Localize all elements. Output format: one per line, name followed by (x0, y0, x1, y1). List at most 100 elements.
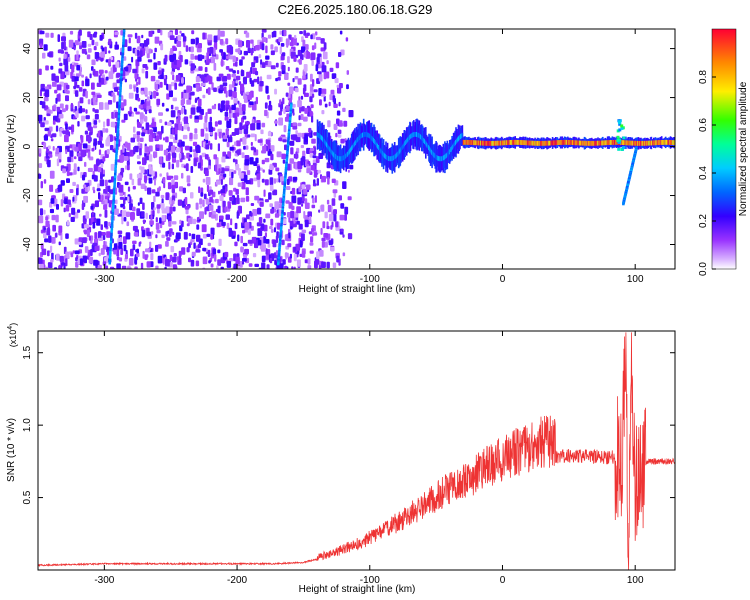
heatmap-cell (132, 206, 136, 212)
heatmap-cell (125, 232, 131, 240)
heatmap-cell (39, 43, 43, 49)
heatmap-cell (240, 70, 245, 77)
heatmap-cell (114, 172, 117, 176)
heatmap-cell (120, 73, 123, 77)
heatmap-cell (128, 92, 134, 99)
heatmap-cell (60, 180, 65, 186)
heatmap-cell (144, 157, 147, 164)
heatmap-cell (219, 175, 222, 180)
heatmap-cell (148, 48, 152, 54)
heatmap-cell (251, 43, 255, 48)
heatmap-cell (495, 140, 497, 146)
heatmap-cell (52, 81, 57, 87)
heatmap-cell (186, 152, 191, 159)
x-tick-label: 0 (500, 575, 506, 586)
heatmap-cell (300, 145, 304, 149)
heatmap-cell (204, 67, 208, 73)
heatmap-cell (108, 71, 114, 80)
heatmap-cell (153, 62, 158, 70)
heatmap-cell (217, 143, 220, 152)
heatmap-cell (96, 188, 101, 192)
heatmap-cell (277, 258, 280, 262)
heatmap-cell (200, 128, 205, 137)
heatmap-cell (225, 66, 230, 70)
heatmap-cell (312, 183, 317, 187)
heatmap-cell (71, 124, 75, 133)
heatmap-cell (108, 258, 112, 262)
heatmap-cell (654, 140, 657, 146)
heatmap-cell (224, 168, 230, 172)
heatmap-cell (134, 266, 138, 269)
heatmap-cell (310, 34, 313, 40)
heatmap-cell (100, 248, 105, 255)
heatmap-cell (257, 207, 262, 215)
heatmap-cell (328, 101, 331, 107)
heatmap-cell (184, 145, 190, 151)
heatmap-cell (240, 235, 243, 244)
heatmap-cell (240, 83, 245, 91)
heatmap-cell (201, 224, 207, 233)
heatmap-cell (117, 159, 121, 163)
heatmap-cell (202, 234, 207, 239)
heatmap-cell (131, 56, 134, 63)
heatmap-cell (274, 120, 278, 124)
heatmap-cell (620, 126, 624, 130)
y-tick-label: 40 (22, 43, 33, 55)
heatmap-cell (280, 219, 284, 223)
heatmap-cell (181, 98, 185, 105)
heatmap-cell (210, 263, 214, 268)
heatmap-cell (82, 237, 87, 244)
heatmap-cell (75, 90, 79, 97)
heatmap-cell (168, 220, 172, 227)
heatmap-cell (140, 166, 145, 174)
heatmap-cell (254, 147, 256, 153)
heatmap-cell (286, 145, 290, 149)
heatmap-cell (233, 62, 236, 67)
heatmap-cell (154, 47, 157, 53)
heatmap-cell (175, 36, 178, 41)
heatmap-cell (346, 84, 349, 90)
heatmap-cell (163, 182, 166, 189)
heatmap-cell (98, 252, 101, 257)
heatmap-cell (198, 86, 202, 92)
heatmap-cell (198, 186, 201, 194)
heatmap-cell (126, 221, 130, 227)
heatmap-cell (171, 163, 174, 170)
heatmap-cell (283, 185, 286, 189)
heatmap-cell (312, 155, 317, 159)
heatmap-cell (81, 135, 84, 143)
heatmap-cell (152, 210, 155, 217)
heatmap-cell (108, 100, 113, 105)
heatmap-cell (181, 91, 184, 100)
heatmap-cell (116, 263, 121, 269)
heatmap-cell (100, 224, 103, 230)
heatmap-cell (292, 122, 297, 126)
heatmap-cell (285, 38, 290, 46)
heatmap-cell (159, 173, 162, 177)
heatmap-cell (206, 58, 211, 63)
heatmap-cell (155, 92, 159, 96)
heatmap-cell (54, 75, 59, 83)
heatmap-cell (38, 199, 43, 206)
heatmap-cell (279, 235, 282, 239)
heatmap-cell (75, 261, 79, 268)
heatmap-cell (217, 205, 221, 214)
heatmap-cell (141, 132, 145, 137)
heatmap-cell (247, 47, 251, 52)
heatmap-cell (59, 255, 64, 262)
heatmap-cell (245, 32, 250, 38)
heatmap-cell (141, 211, 145, 217)
heatmap-cell (56, 84, 62, 91)
heatmap-cell (261, 43, 265, 51)
heatmap-cell (382, 151, 385, 157)
heatmap-cell (285, 161, 288, 165)
heatmap-cell (303, 64, 308, 72)
heatmap-cell (65, 90, 70, 94)
heatmap-cell (207, 165, 211, 170)
heatmap-cell (250, 48, 253, 56)
heatmap-cell (290, 226, 293, 230)
heatmap-cell (137, 178, 142, 186)
heatmap-cell (326, 60, 329, 65)
heatmap-cell (283, 181, 287, 185)
heatmap-cell (161, 198, 164, 204)
